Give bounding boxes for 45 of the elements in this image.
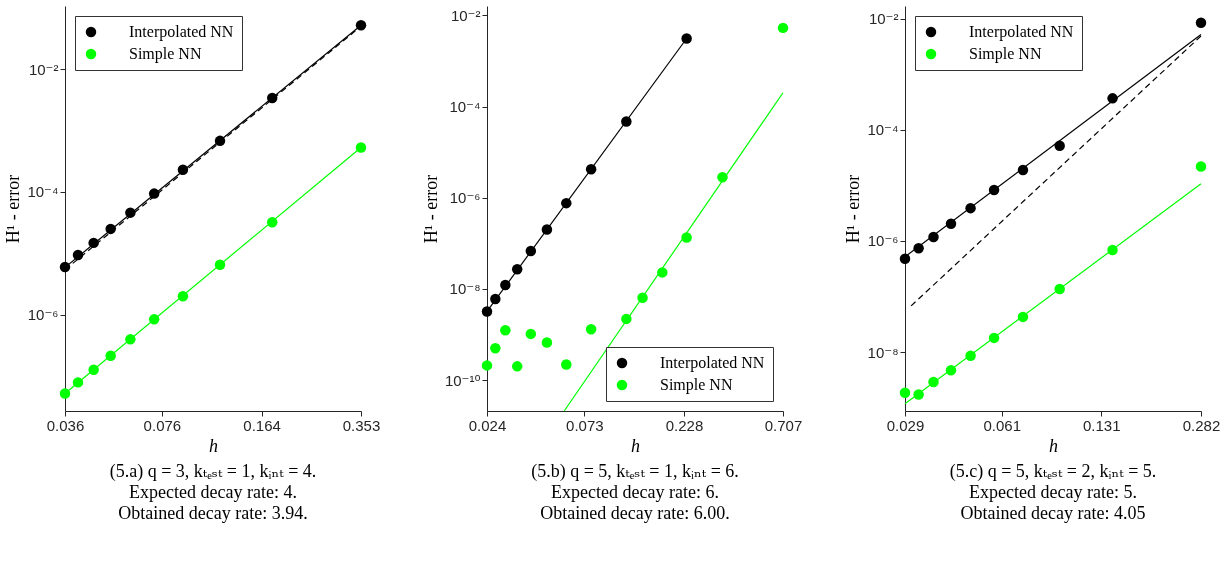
text: Obtained decay rate: 6.00. (540, 503, 730, 523)
y-axis-title: H¹ - error (843, 174, 864, 244)
y-axis-title: H¹ - error (420, 174, 441, 244)
x-axis-title: h (1049, 435, 1058, 456)
y-tick-label: 10⁻⁶ (449, 189, 481, 207)
x-tick-label: 0.076 (143, 416, 182, 434)
y-axis-title: H¹ - error (3, 174, 24, 244)
text: (5.a) q = 3, kₜₑₛₜ = 1, kᵢₙₜ = 4. (109, 461, 317, 482)
x-axis-title: h (631, 435, 640, 456)
y-tick-label: 10⁻⁴ (27, 183, 59, 201)
y-tick-label: 10⁻⁶ (867, 232, 899, 250)
x-tick-label: 0.164 (243, 416, 281, 434)
x-tick-label: 0.228 (665, 416, 704, 434)
x-tick-label: 0.353 (342, 416, 381, 434)
legend-label: Interpolated NN (129, 23, 234, 41)
x-tick-label: 0.282 (1182, 416, 1221, 434)
x-tick-label: 0.036 (46, 416, 85, 434)
y-tick-label: 10⁻⁸ (449, 280, 481, 298)
y-tick-label: 10⁻⁴ (867, 121, 899, 139)
legend-label: Simple NN (969, 45, 1042, 63)
x-tick-label: 0.061 (983, 416, 1022, 434)
x-axis-title: h (209, 435, 218, 456)
text: (5.b) q = 5, kₜₑₛₜ = 1, kᵢₙₜ = 6. (531, 461, 739, 482)
text: Obtained decay rate: 3.94. (118, 503, 308, 523)
x-tick-label: 0.131 (1082, 416, 1121, 434)
y-tick-label: 10⁻⁴ (449, 98, 481, 115)
text: Expected decay rate: 5. (969, 482, 1137, 502)
x-tick-label: 0.707 (764, 416, 803, 434)
x-tick-label: 0.024 (468, 416, 507, 434)
y-tick-label: 10⁻² (868, 10, 899, 28)
x-tick-label: 0.073 (566, 416, 604, 434)
text: Expected decay rate: 4. (129, 482, 297, 502)
legend-label: Interpolated NN (969, 23, 1074, 41)
legend-label: Simple NN (660, 376, 733, 394)
y-tick-label: 10⁻⁶ (27, 306, 59, 324)
text: (5.c) q = 5, kₜₑₛₜ = 2, kᵢₙₜ = 5. (949, 461, 1157, 482)
y-tick-label: 10⁻² (450, 6, 481, 24)
y-tick-label: 10⁻⁸ (867, 343, 899, 361)
x-tick-label: 0.029 (886, 416, 925, 434)
y-tick-label: 10⁻¹⁰ (444, 371, 481, 389)
legend-label: Interpolated NN (660, 354, 765, 372)
text: Obtained decay rate: 4.05 (960, 503, 1146, 523)
legend-label: Simple NN (129, 45, 202, 63)
text: Expected decay rate: 6. (551, 482, 719, 502)
y-tick-label: 10⁻² (28, 60, 59, 78)
